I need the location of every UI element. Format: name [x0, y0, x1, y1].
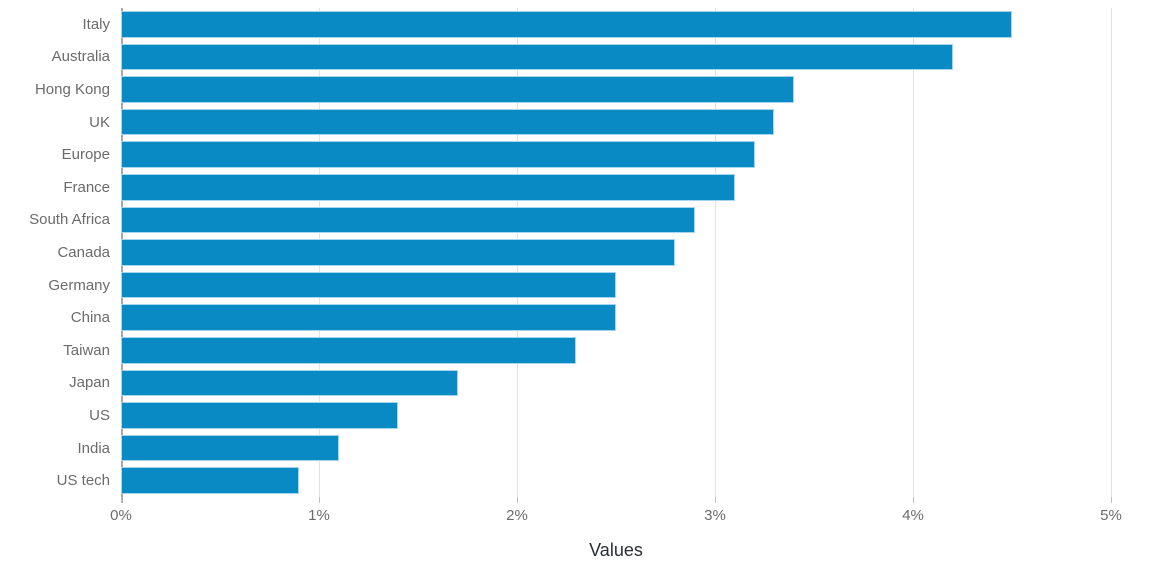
- bar-row: [121, 269, 1111, 302]
- x-tick-mark: [715, 497, 716, 503]
- bar-row: [121, 432, 1111, 465]
- bar-europe[interactable]: [121, 141, 755, 168]
- x-tick-mark: [517, 497, 518, 503]
- bar-south-africa[interactable]: [121, 206, 696, 234]
- category-label-hong-kong: Hong Kong: [34, 81, 110, 98]
- y-axis-category-labels: Italy Australia Hong Kong UK Europe France Sou…: [0, 8, 110, 497]
- bar-hong-kong[interactable]: [121, 76, 795, 103]
- bar-row: [121, 334, 1111, 367]
- x-tick-mark: [121, 497, 122, 503]
- category-label-us-tech: US tech: [56, 472, 110, 490]
- category-label-uk: UK: [89, 113, 110, 131]
- gridline-5%: [1111, 8, 1112, 497]
- bar-japan[interactable]: [121, 369, 458, 397]
- bar-row: [121, 138, 1111, 171]
- plot-area: [121, 8, 1112, 503]
- x-tick-label: 4%: [902, 507, 924, 524]
- category-label-france: France: [63, 178, 110, 196]
- bar-row: [121, 41, 1111, 74]
- x-tick-label: 2%: [506, 507, 528, 524]
- bar-row: [121, 367, 1111, 400]
- x-axis: 0% 1% 2% 3% 4% 5%: [110, 497, 1122, 537]
- category-label-india: India: [77, 439, 110, 457]
- category-label-taiwan: Taiwan: [63, 341, 110, 359]
- bar-australia[interactable]: [121, 43, 953, 71]
- bar-us[interactable]: [121, 402, 399, 429]
- bar-row: [121, 236, 1111, 269]
- x-tick-label: 3%: [704, 507, 726, 524]
- gridline-3%: [715, 8, 716, 497]
- category-label-china: China: [70, 309, 110, 327]
- bar-uk[interactable]: [121, 108, 775, 136]
- bar-row: [121, 301, 1111, 334]
- gridline-4%: [913, 8, 914, 497]
- bar-row: [121, 73, 1111, 106]
- bar-us-tech[interactable]: [121, 467, 300, 494]
- x-axis-title: Values: [589, 540, 643, 560]
- category-label-south-africa: South Africa: [29, 211, 110, 229]
- bar-china[interactable]: [121, 304, 616, 331]
- category-label-canada: Canada: [57, 244, 110, 261]
- x-tick-mark: [1111, 497, 1112, 503]
- bar-france[interactable]: [121, 174, 735, 201]
- bar-row: [121, 171, 1111, 204]
- category-label-us: US: [89, 407, 110, 424]
- bar-row: [121, 8, 1111, 41]
- x-tick-mark: [913, 497, 914, 503]
- category-label-australia: Australia: [51, 48, 110, 66]
- bar-taiwan[interactable]: [121, 337, 577, 364]
- bar-canada[interactable]: [121, 239, 676, 266]
- x-tick-label: 5%: [1100, 507, 1122, 524]
- bar-india[interactable]: [121, 434, 339, 462]
- bar-row: [121, 106, 1111, 139]
- bar-row: [121, 464, 1111, 497]
- bar-italy[interactable]: [121, 11, 1012, 38]
- x-tick-label: 0%: [110, 507, 132, 524]
- bar-germany[interactable]: [121, 271, 616, 299]
- category-label-europe: Europe: [61, 146, 110, 164]
- category-label-italy: Italy: [82, 15, 110, 33]
- x-tick-label: 1%: [308, 507, 330, 524]
- x-tick-mark: [319, 497, 320, 503]
- category-label-germany: Germany: [48, 276, 110, 294]
- category-label-japan: Japan: [69, 374, 110, 392]
- bar-row: [121, 204, 1111, 237]
- bar-row: [121, 399, 1111, 432]
